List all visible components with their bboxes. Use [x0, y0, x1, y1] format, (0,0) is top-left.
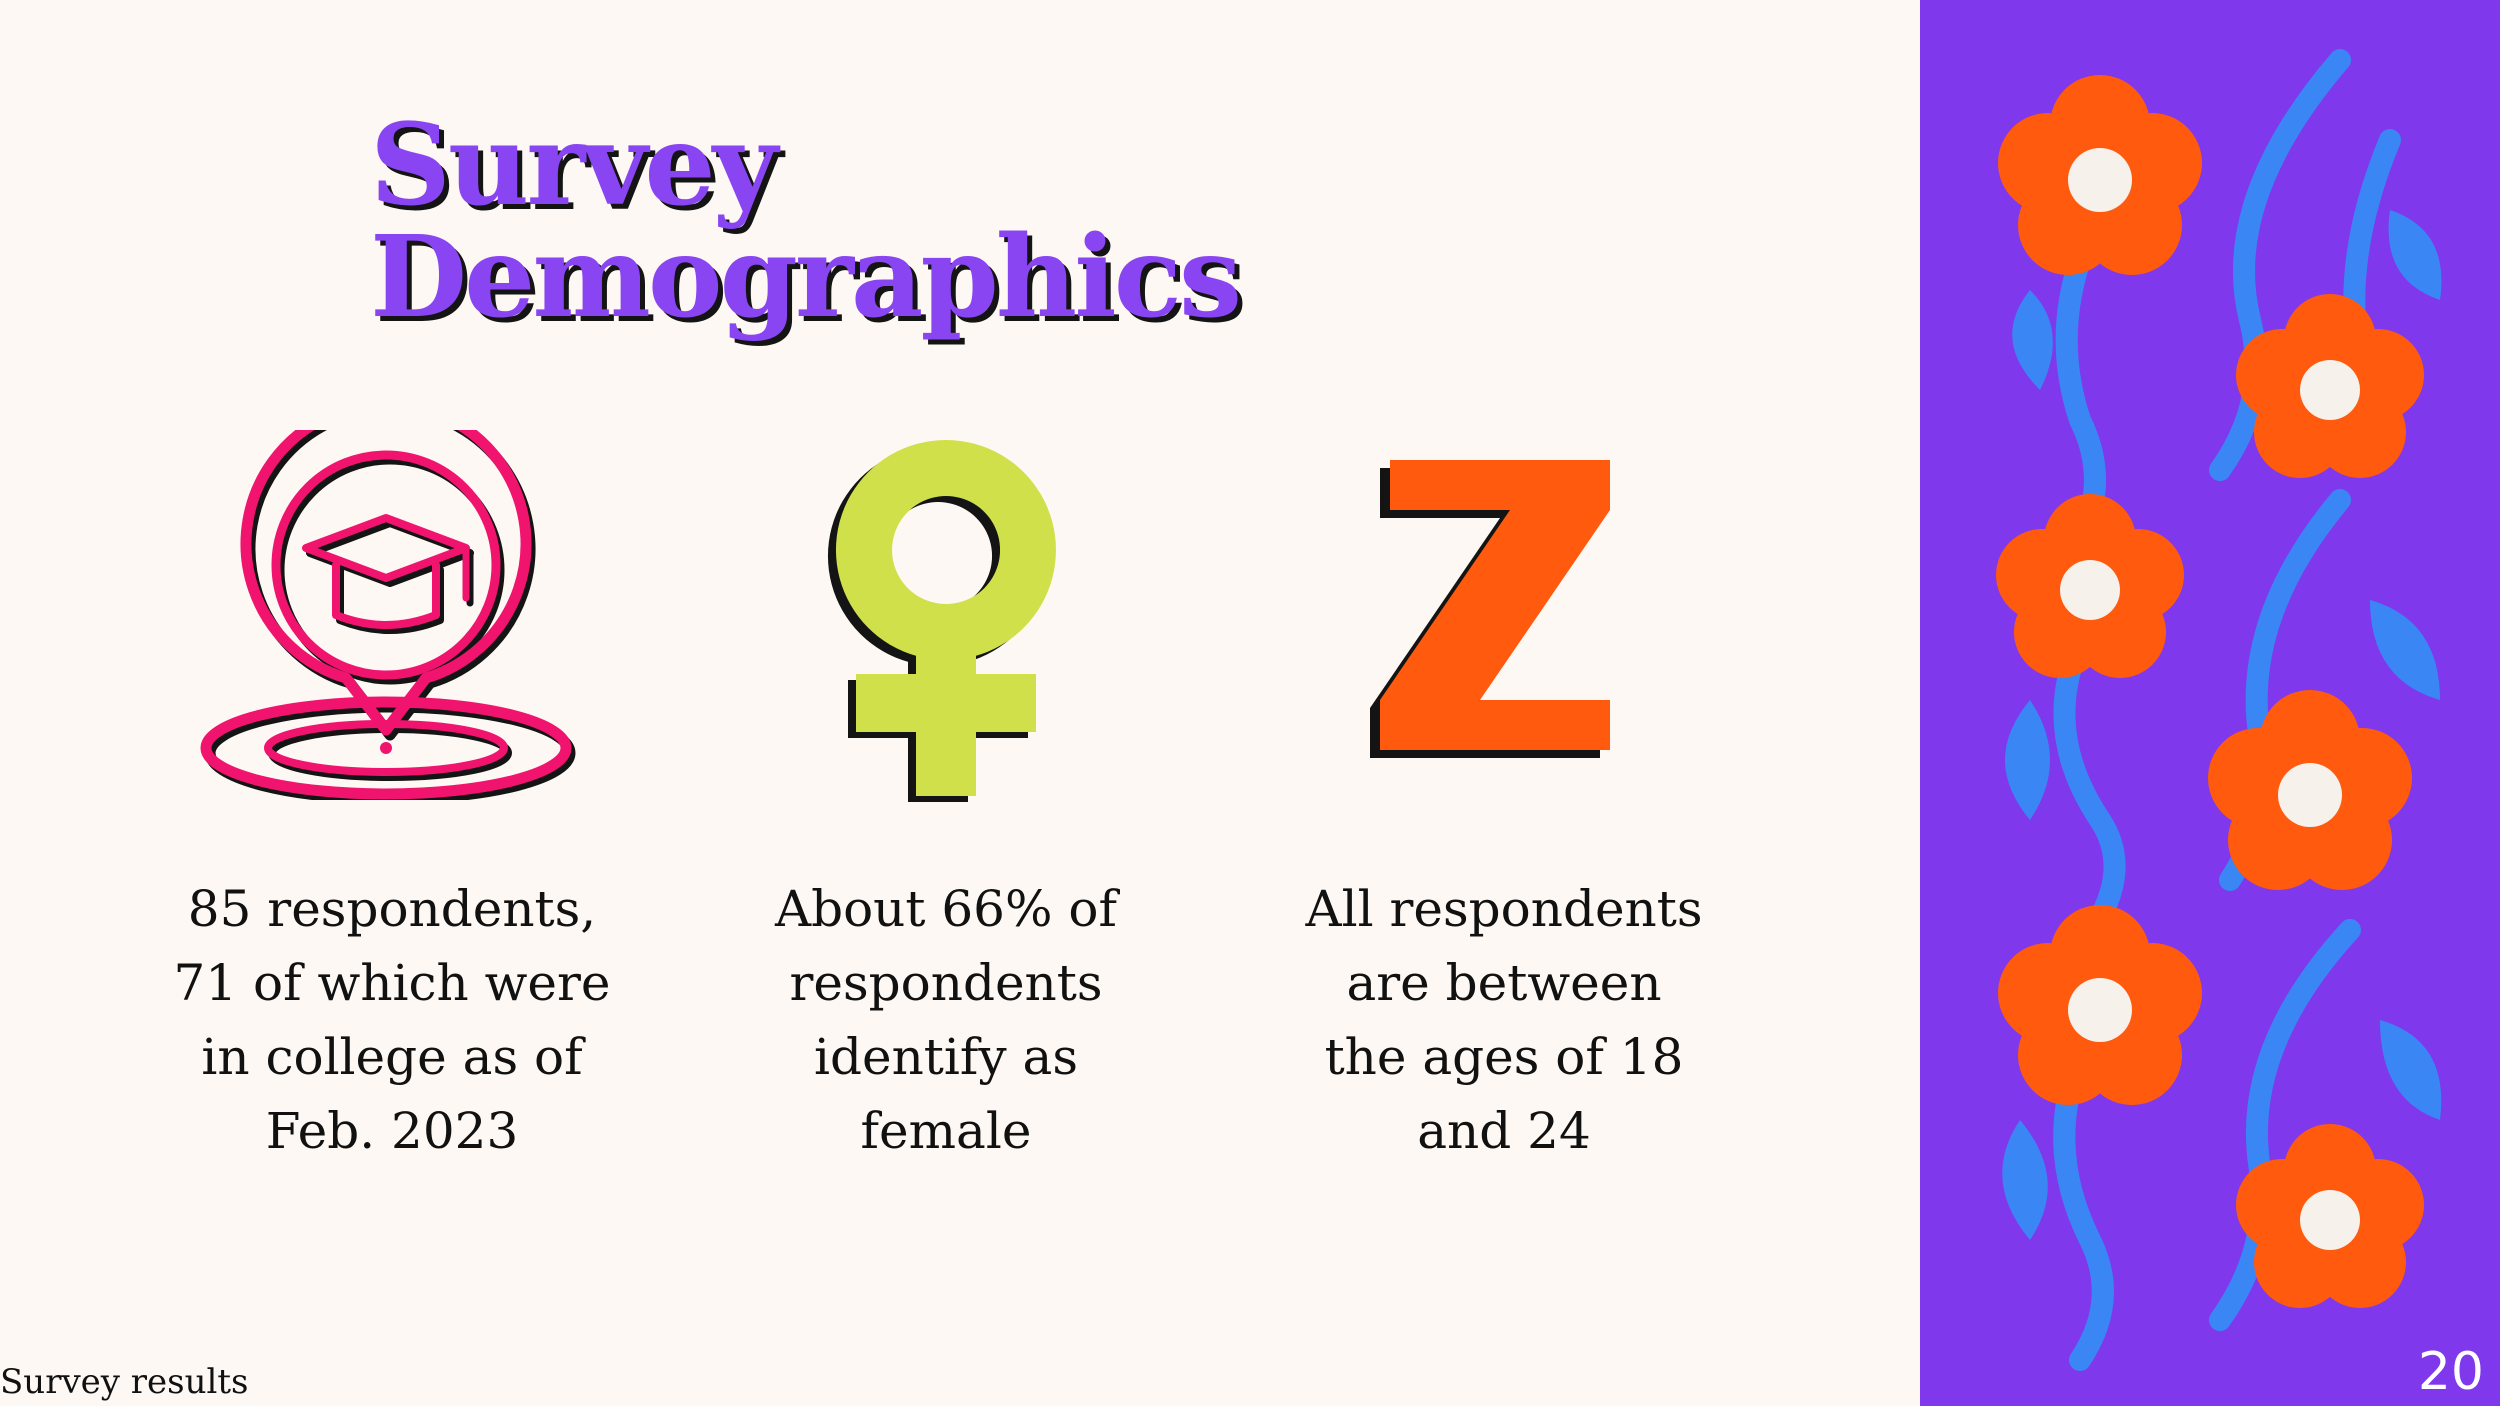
graduation-location-icon — [200, 430, 580, 800]
stat-caption-gender: About 66% of respondents identify as fem… — [666, 872, 1226, 1168]
footer-label: Survey results — [0, 1362, 249, 1402]
floral-pattern-icon — [1996, 49, 2442, 1371]
caption-line: 85 respondents, — [187, 880, 597, 938]
caption-line: Feb. 2023 — [265, 1102, 519, 1160]
caption-line: the ages of 18 — [1324, 1028, 1684, 1086]
caption-line: identify as — [814, 1028, 1078, 1086]
stat-caption-age: All respondents are between the ages of … — [1224, 872, 1784, 1168]
floral-decoration-panel: 20 — [1920, 0, 2500, 1406]
caption-line: About 66% of — [774, 880, 1118, 938]
female-symbol-icon — [820, 430, 1060, 810]
page-number: 20 — [2417, 1342, 2484, 1402]
caption-line: and 24 — [1417, 1102, 1591, 1160]
caption-line: 71 of which were — [173, 954, 611, 1012]
stat-caption-college: 85 respondents, 71 of which were in coll… — [112, 872, 672, 1168]
caption-line: female — [860, 1102, 1032, 1160]
caption-line: are between — [1346, 954, 1662, 1012]
caption-line: All respondents — [1305, 880, 1703, 938]
slide-title: Survey Demographics — [370, 100, 1242, 343]
caption-line: respondents — [789, 954, 1103, 1012]
caption-line: in college as of — [201, 1028, 583, 1086]
letter-z-icon — [1360, 440, 1630, 770]
